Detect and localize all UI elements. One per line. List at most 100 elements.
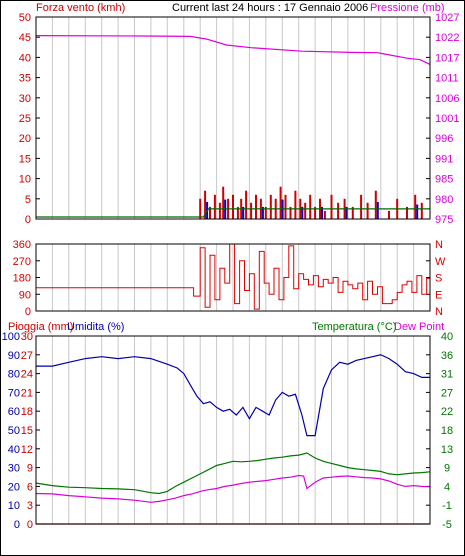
wind-gust-bar xyxy=(314,206,317,219)
rain-tick-label: 0 xyxy=(27,519,33,531)
pressure-axis-title: Pressione (mb) xyxy=(370,2,445,14)
wind-gust-bar xyxy=(414,194,417,219)
compass-tick-label: N xyxy=(435,239,443,251)
wind-gust-bar xyxy=(304,202,307,219)
pressure-tick-label: 1017 xyxy=(435,52,459,64)
temperature-tick-label: 40 xyxy=(441,331,453,343)
wind-direction-bar xyxy=(416,204,419,219)
wind-gust-bar xyxy=(209,206,211,219)
wind-tick-label: 10 xyxy=(19,174,31,186)
temperature-tick-label: 4 xyxy=(444,481,450,493)
wind-gust-bar xyxy=(279,186,282,219)
wind-tick-label: 0 xyxy=(25,214,31,226)
wind-gust-bar xyxy=(245,190,248,219)
wind-gust-bar xyxy=(323,210,326,219)
wind-gust-bar xyxy=(388,210,390,219)
wind-gust-bar xyxy=(337,202,340,219)
temperature-tick-label: 18 xyxy=(441,425,453,437)
humidity-tick-label: 70 xyxy=(8,387,20,399)
temperature-axis-title: Temperatura (°C) xyxy=(312,321,396,333)
temperature-tick-label: -5 xyxy=(442,519,452,531)
pressure-tick-label: 1011 xyxy=(435,73,459,85)
temperature-tick-label: 36 xyxy=(441,350,453,362)
humidity-tick-label: 0 xyxy=(14,519,20,531)
wind-axis-title: Forza vento (kmh) xyxy=(36,2,125,14)
humidity-tick-label: 40 xyxy=(8,444,20,456)
direction-tick-label: 90 xyxy=(19,289,31,301)
rain-axis-title: Pioggia (mm) xyxy=(8,321,73,333)
pressure-tick-label: 1001 xyxy=(435,113,459,125)
wind-direction-line xyxy=(36,243,430,310)
compass-tick-label: S xyxy=(435,273,442,285)
wind-gust-bar xyxy=(250,202,253,219)
wind-gust-bar xyxy=(374,190,377,219)
pressure-tick-label: 991 xyxy=(435,153,453,165)
humidity-tick-label: 20 xyxy=(8,481,20,493)
wind-tick-label: 15 xyxy=(19,153,31,165)
wind-gust-bar xyxy=(222,186,225,219)
temperature-tick-label: -1 xyxy=(442,500,452,512)
wind-average-line xyxy=(36,208,430,218)
humidity-tick-label: 80 xyxy=(8,369,20,381)
wind-gust-bar xyxy=(204,190,207,219)
wind-gust-bar xyxy=(351,206,354,219)
rain-humidity-temperature-frame xyxy=(35,335,431,525)
direction-tick-label: 180 xyxy=(13,273,31,285)
wind-direction-bar xyxy=(376,202,379,219)
rain-tick-label: 9 xyxy=(27,463,33,475)
wind-gust-bar xyxy=(236,206,239,219)
wind-gust-bar xyxy=(213,194,216,219)
temperature-tick-label: 22 xyxy=(441,406,453,418)
pressure-tick-label: 996 xyxy=(435,133,453,145)
pressure-tick-label: 985 xyxy=(435,174,453,186)
temperature-tick-label: 27 xyxy=(441,387,453,399)
dew-point-line xyxy=(35,474,431,503)
wind-gust-bar xyxy=(294,190,297,219)
wind-tick-label: 45 xyxy=(19,32,31,44)
wind-gust-bar xyxy=(284,194,287,219)
rain-tick-label: 6 xyxy=(27,481,33,493)
compass-tick-label: N xyxy=(435,306,443,318)
humidity-tick-label: 100 xyxy=(2,331,20,343)
wind-tick-label: 20 xyxy=(19,133,31,145)
temperature-line xyxy=(35,452,431,495)
wind-tick-label: 5 xyxy=(25,194,31,206)
wind-tick-label: 40 xyxy=(19,52,31,64)
compass-tick-label: W xyxy=(435,256,446,268)
rain-tick-label: 18 xyxy=(21,406,33,418)
humidity-line xyxy=(36,354,430,437)
rain-tick-label: 21 xyxy=(21,387,33,399)
dew-point-axis-title: Dew Point xyxy=(394,321,444,333)
rain-tick-label: 12 xyxy=(21,444,33,456)
rain-tick-label: 15 xyxy=(21,425,33,437)
pressure-tick-label: 1027 xyxy=(435,12,459,24)
wind-gust-bar xyxy=(406,206,408,219)
wind-gust-bar xyxy=(255,194,257,219)
compass-tick-label: E xyxy=(435,289,442,301)
pressure-tick-label: 975 xyxy=(435,214,453,226)
wind-direction-bar xyxy=(242,206,245,219)
wind-gust-bar xyxy=(309,194,312,219)
humidity-tick-label: 50 xyxy=(8,425,20,437)
wind-gust-bar xyxy=(264,206,267,219)
wind-gust-bar xyxy=(330,194,333,219)
wind-tick-label: 35 xyxy=(19,73,31,85)
rain-tick-label: 27 xyxy=(21,350,33,362)
pressure-tick-label: 1006 xyxy=(435,93,459,105)
wind-tick-label: 50 xyxy=(19,12,31,24)
pressure-tick-label: 1022 xyxy=(435,32,459,44)
rain-tick-label: 24 xyxy=(21,369,33,381)
humidity-tick-label: 30 xyxy=(8,463,20,475)
wind-tick-label: 30 xyxy=(19,93,31,105)
wind-direction-bar xyxy=(345,206,348,219)
wind-gust-bar xyxy=(366,202,369,219)
wind-gust-bar xyxy=(218,202,221,219)
temperature-tick-label: 31 xyxy=(441,369,453,381)
wind-direction-bar xyxy=(321,206,323,219)
wind-gust-bar xyxy=(199,198,202,219)
wind-gust-bar xyxy=(232,194,234,219)
wind-pressure-frame xyxy=(35,16,431,220)
humidity-axis-title: Umidita (%) xyxy=(67,321,124,333)
